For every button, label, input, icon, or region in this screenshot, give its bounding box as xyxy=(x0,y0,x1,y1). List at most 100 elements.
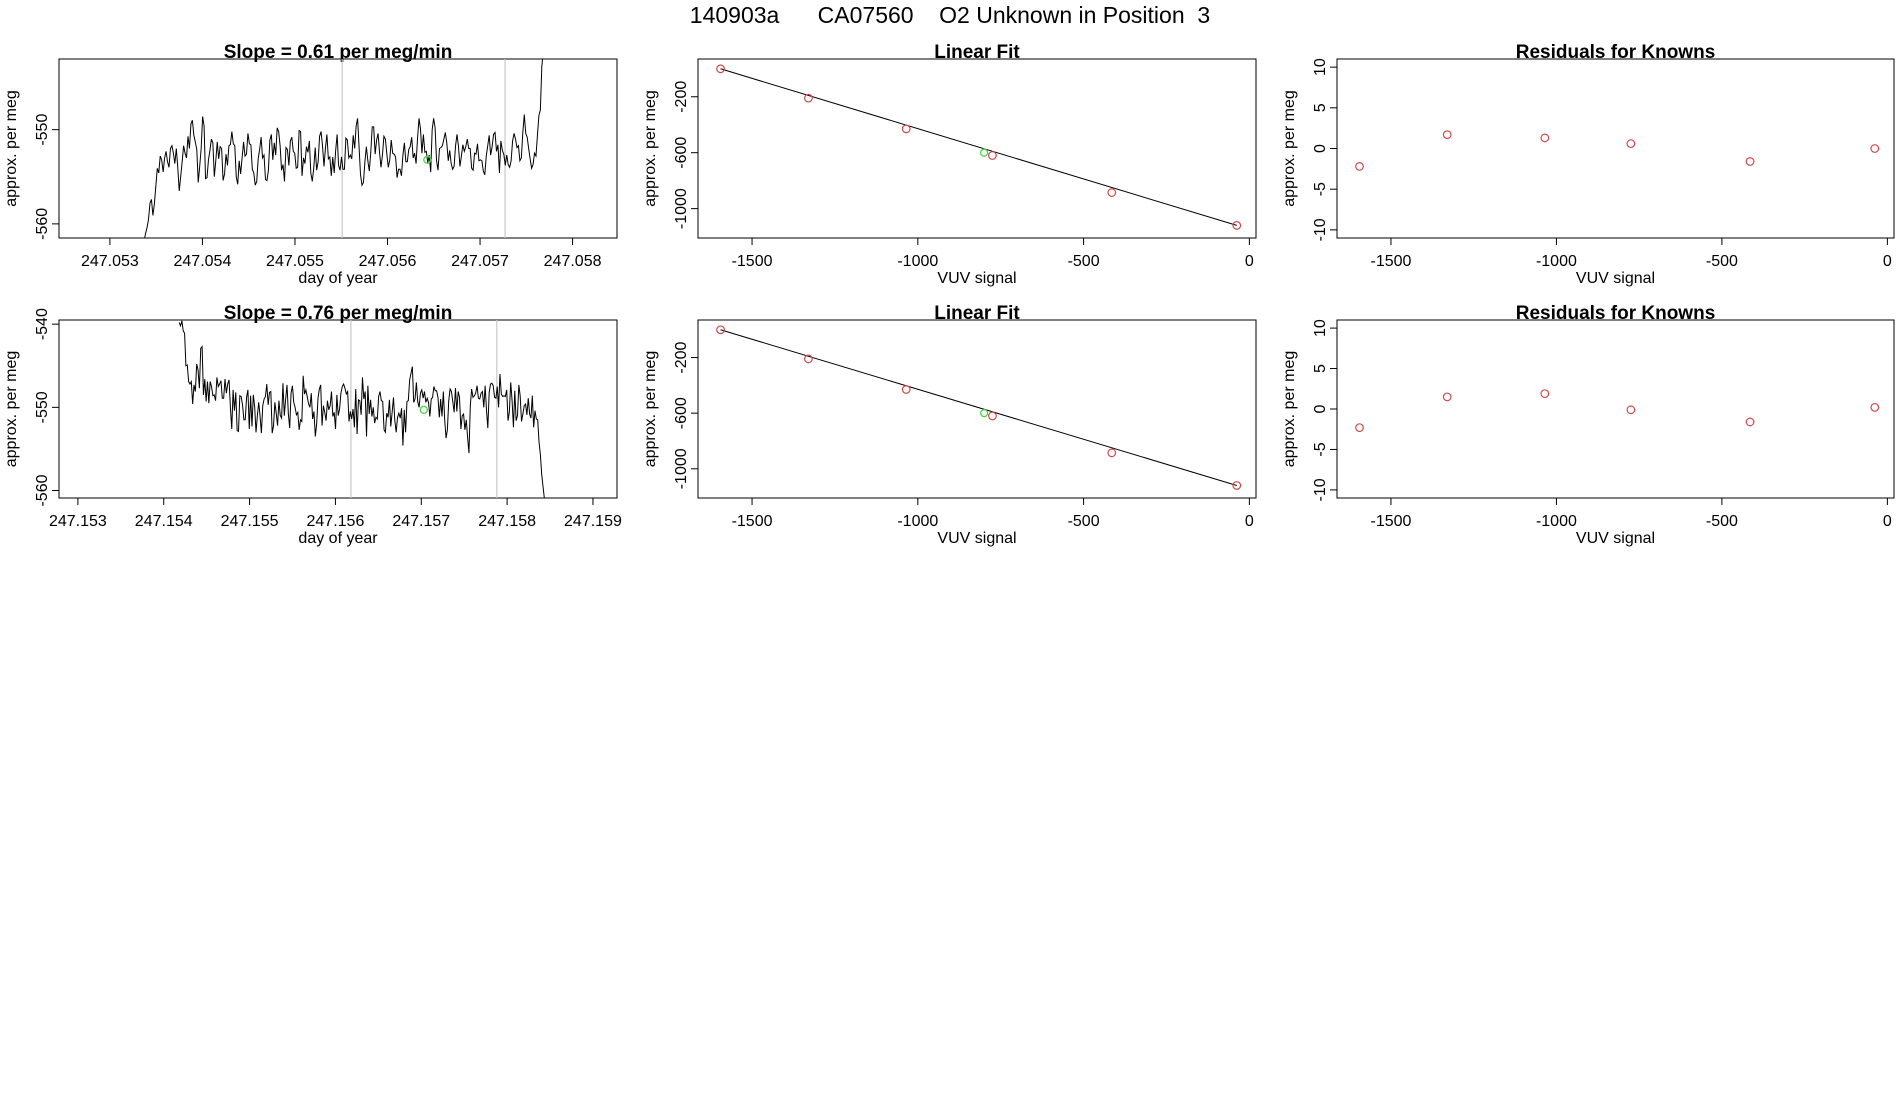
y-tick-label: -550 xyxy=(34,391,51,423)
unknown-point xyxy=(979,148,989,157)
x-tick-label: 0 xyxy=(1245,513,1254,530)
chart-title: Residuals for Knowns xyxy=(1516,42,1716,63)
x-tick-label: -1500 xyxy=(732,253,773,270)
y-tick-label: -10 xyxy=(1312,218,1329,241)
data-point xyxy=(1232,481,1242,490)
page-title: 140903a CA07560 O2 Unknown in Position 3 xyxy=(689,2,1211,28)
x-tick-label: 247.056 xyxy=(359,253,417,270)
y-axis-label: approx. per meg xyxy=(1281,90,1298,207)
chart-title: Slope = 0.61 per meg/min xyxy=(224,42,453,63)
x-tick-label: 247.153 xyxy=(49,513,107,530)
x-tick-label: 247.054 xyxy=(174,253,232,270)
y-tick-label: 5 xyxy=(1312,364,1329,373)
plot-frame xyxy=(1336,319,1895,499)
plot-frame xyxy=(58,58,618,239)
chart-title: Slope = 0.76 per meg/min xyxy=(224,303,453,324)
plot-area xyxy=(1355,130,1880,171)
data-point xyxy=(1870,144,1880,153)
y-tick-label: 10 xyxy=(1312,58,1329,76)
data-point xyxy=(1745,417,1755,427)
y-tick-label: 0 xyxy=(1312,144,1329,153)
x-tick-label: -500 xyxy=(1706,253,1738,270)
plot-frame xyxy=(58,319,618,499)
data-point xyxy=(716,325,725,335)
x-tick-label: 247.158 xyxy=(478,513,536,530)
x-tick-label: -500 xyxy=(1068,253,1100,270)
plot-frame xyxy=(697,58,1257,239)
y-tick-label: -1000 xyxy=(673,448,690,489)
panel-linfit2: Linear Fit-1500 -1000 -500 0-200-600-1000VU… xyxy=(642,303,1257,547)
data-point xyxy=(1355,161,1364,171)
data-point xyxy=(1745,157,1755,166)
chart-title: Residuals for Knowns xyxy=(1516,303,1716,324)
y-tick-label: -550 xyxy=(34,114,51,146)
series-line xyxy=(178,320,545,498)
chart-title: Linear Fit xyxy=(934,42,1020,63)
chart-title: Linear Fit xyxy=(934,303,1020,324)
panel-resid1: Residuals for Knowns -1500 -1000 -500 0 10 5 0 -… xyxy=(1281,42,1895,287)
plot-area xyxy=(716,64,1242,230)
y-tick-label: -200 xyxy=(673,81,690,113)
x-tick-label: 0 xyxy=(1883,253,1892,270)
data-point xyxy=(1626,139,1636,149)
data-point xyxy=(804,93,813,103)
y-tick-label: -200 xyxy=(673,341,690,373)
y-tick-label: -600 xyxy=(673,137,690,169)
x-axis-label: VUV signal xyxy=(1576,270,1655,287)
y-tick-label: -560 xyxy=(34,474,51,506)
x-tick-label: 0 xyxy=(1883,513,1892,530)
data-point xyxy=(1107,448,1117,458)
y-axis-label: approx. per meg xyxy=(642,351,659,468)
unknown-point xyxy=(979,409,989,418)
x-tick-label: 247.156 xyxy=(307,513,365,530)
x-tick-label: -500 xyxy=(1068,513,1100,530)
data-point xyxy=(1870,402,1880,412)
data-point xyxy=(1442,130,1452,140)
panel-linfit1: Linear Fit-1500 -1000 -500 0-200-600-1000VU… xyxy=(642,42,1257,287)
y-axis-label: approx. per meg xyxy=(1281,351,1298,468)
x-tick-label: -1500 xyxy=(732,513,773,530)
x-tick-label: 247.055 xyxy=(266,253,324,270)
plot-area xyxy=(716,325,1242,490)
x-tick-label: 0 xyxy=(1245,253,1254,270)
panel-slope1: Slope = 0.61 per meg/min 247.053 247.054 24… xyxy=(3,42,618,287)
plot-frame xyxy=(1336,58,1895,239)
y-tick-label: 5 xyxy=(1312,103,1329,112)
x-axis-label: VUV signal xyxy=(937,530,1016,547)
x-axis-label: VUV signal xyxy=(1576,530,1655,547)
data-point xyxy=(1442,392,1452,402)
y-tick-label: -560 xyxy=(34,208,51,240)
data-point xyxy=(716,64,725,74)
x-tick-label: 247.154 xyxy=(135,513,193,530)
data-point xyxy=(1232,221,1242,230)
fit-line xyxy=(720,329,1237,486)
y-tick-label: -5 xyxy=(1312,442,1329,456)
x-tick-label: 247.157 xyxy=(392,513,450,530)
x-tick-label: 247.058 xyxy=(544,253,602,270)
data-point xyxy=(988,151,997,160)
data-point xyxy=(804,354,813,364)
plot-area xyxy=(144,59,544,238)
x-tick-label: -1000 xyxy=(1536,253,1577,270)
data-point xyxy=(1540,133,1550,143)
y-axis-label: approx. per meg xyxy=(3,351,20,468)
x-axis-label: VUV signal xyxy=(937,270,1016,287)
y-tick-label: 0 xyxy=(1312,404,1329,413)
x-tick-label: -1500 xyxy=(1370,253,1411,270)
x-tick-label: -1000 xyxy=(897,513,938,530)
x-tick-label: -1000 xyxy=(1536,513,1577,530)
y-tick-label: -600 xyxy=(673,397,690,429)
x-axis-label: day of year xyxy=(298,270,378,287)
y-tick-label: -5 xyxy=(1312,182,1329,196)
panel-slope2: Slope = 0.76 per meg/min 247.153 247.154 24… xyxy=(3,303,622,547)
fit-line xyxy=(720,68,1237,226)
y-tick-label: 10 xyxy=(1312,319,1329,337)
data-point xyxy=(1626,405,1636,415)
x-tick-label: 247.155 xyxy=(221,513,279,530)
x-tick-label: -1500 xyxy=(1370,513,1411,530)
x-axis-label: day of year xyxy=(298,530,378,547)
y-tick-label: -1000 xyxy=(673,188,690,229)
x-tick-label: -500 xyxy=(1706,513,1738,530)
x-tick-label: 247.053 xyxy=(81,253,139,270)
